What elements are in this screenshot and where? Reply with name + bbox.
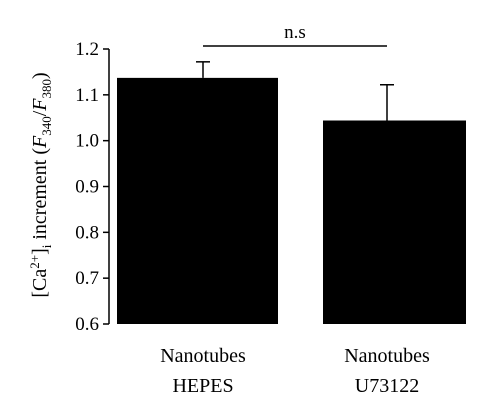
significance-label: n.s [284,22,306,43]
bar [323,120,466,324]
y-tick-label: 1.2 [75,39,99,60]
category-labels: Nanotubes HEPES Nanotubes U73122 [160,345,430,397]
category-label: Nanotubes HEPES [160,345,246,397]
bars-layer [117,61,466,324]
y-axis-label: [Ca2+]i increment (F340/F380) [27,72,54,297]
significance-annotation: n.s [203,22,387,47]
y-tick-label: 1.0 [75,131,99,152]
y-tick-label: 0.7 [75,268,99,289]
bar [117,77,278,324]
y-axis: 0.6 0.7 0.8 0.9 1.0 1.1 1.2 [75,39,110,335]
category-label: Nanotubes U73122 [344,345,430,397]
y-tick-label: 0.9 [75,177,99,198]
y-tick-label: 0.8 [75,222,99,243]
y-tick-label: 1.1 [75,85,99,106]
y-tick-label: 0.6 [75,314,99,335]
